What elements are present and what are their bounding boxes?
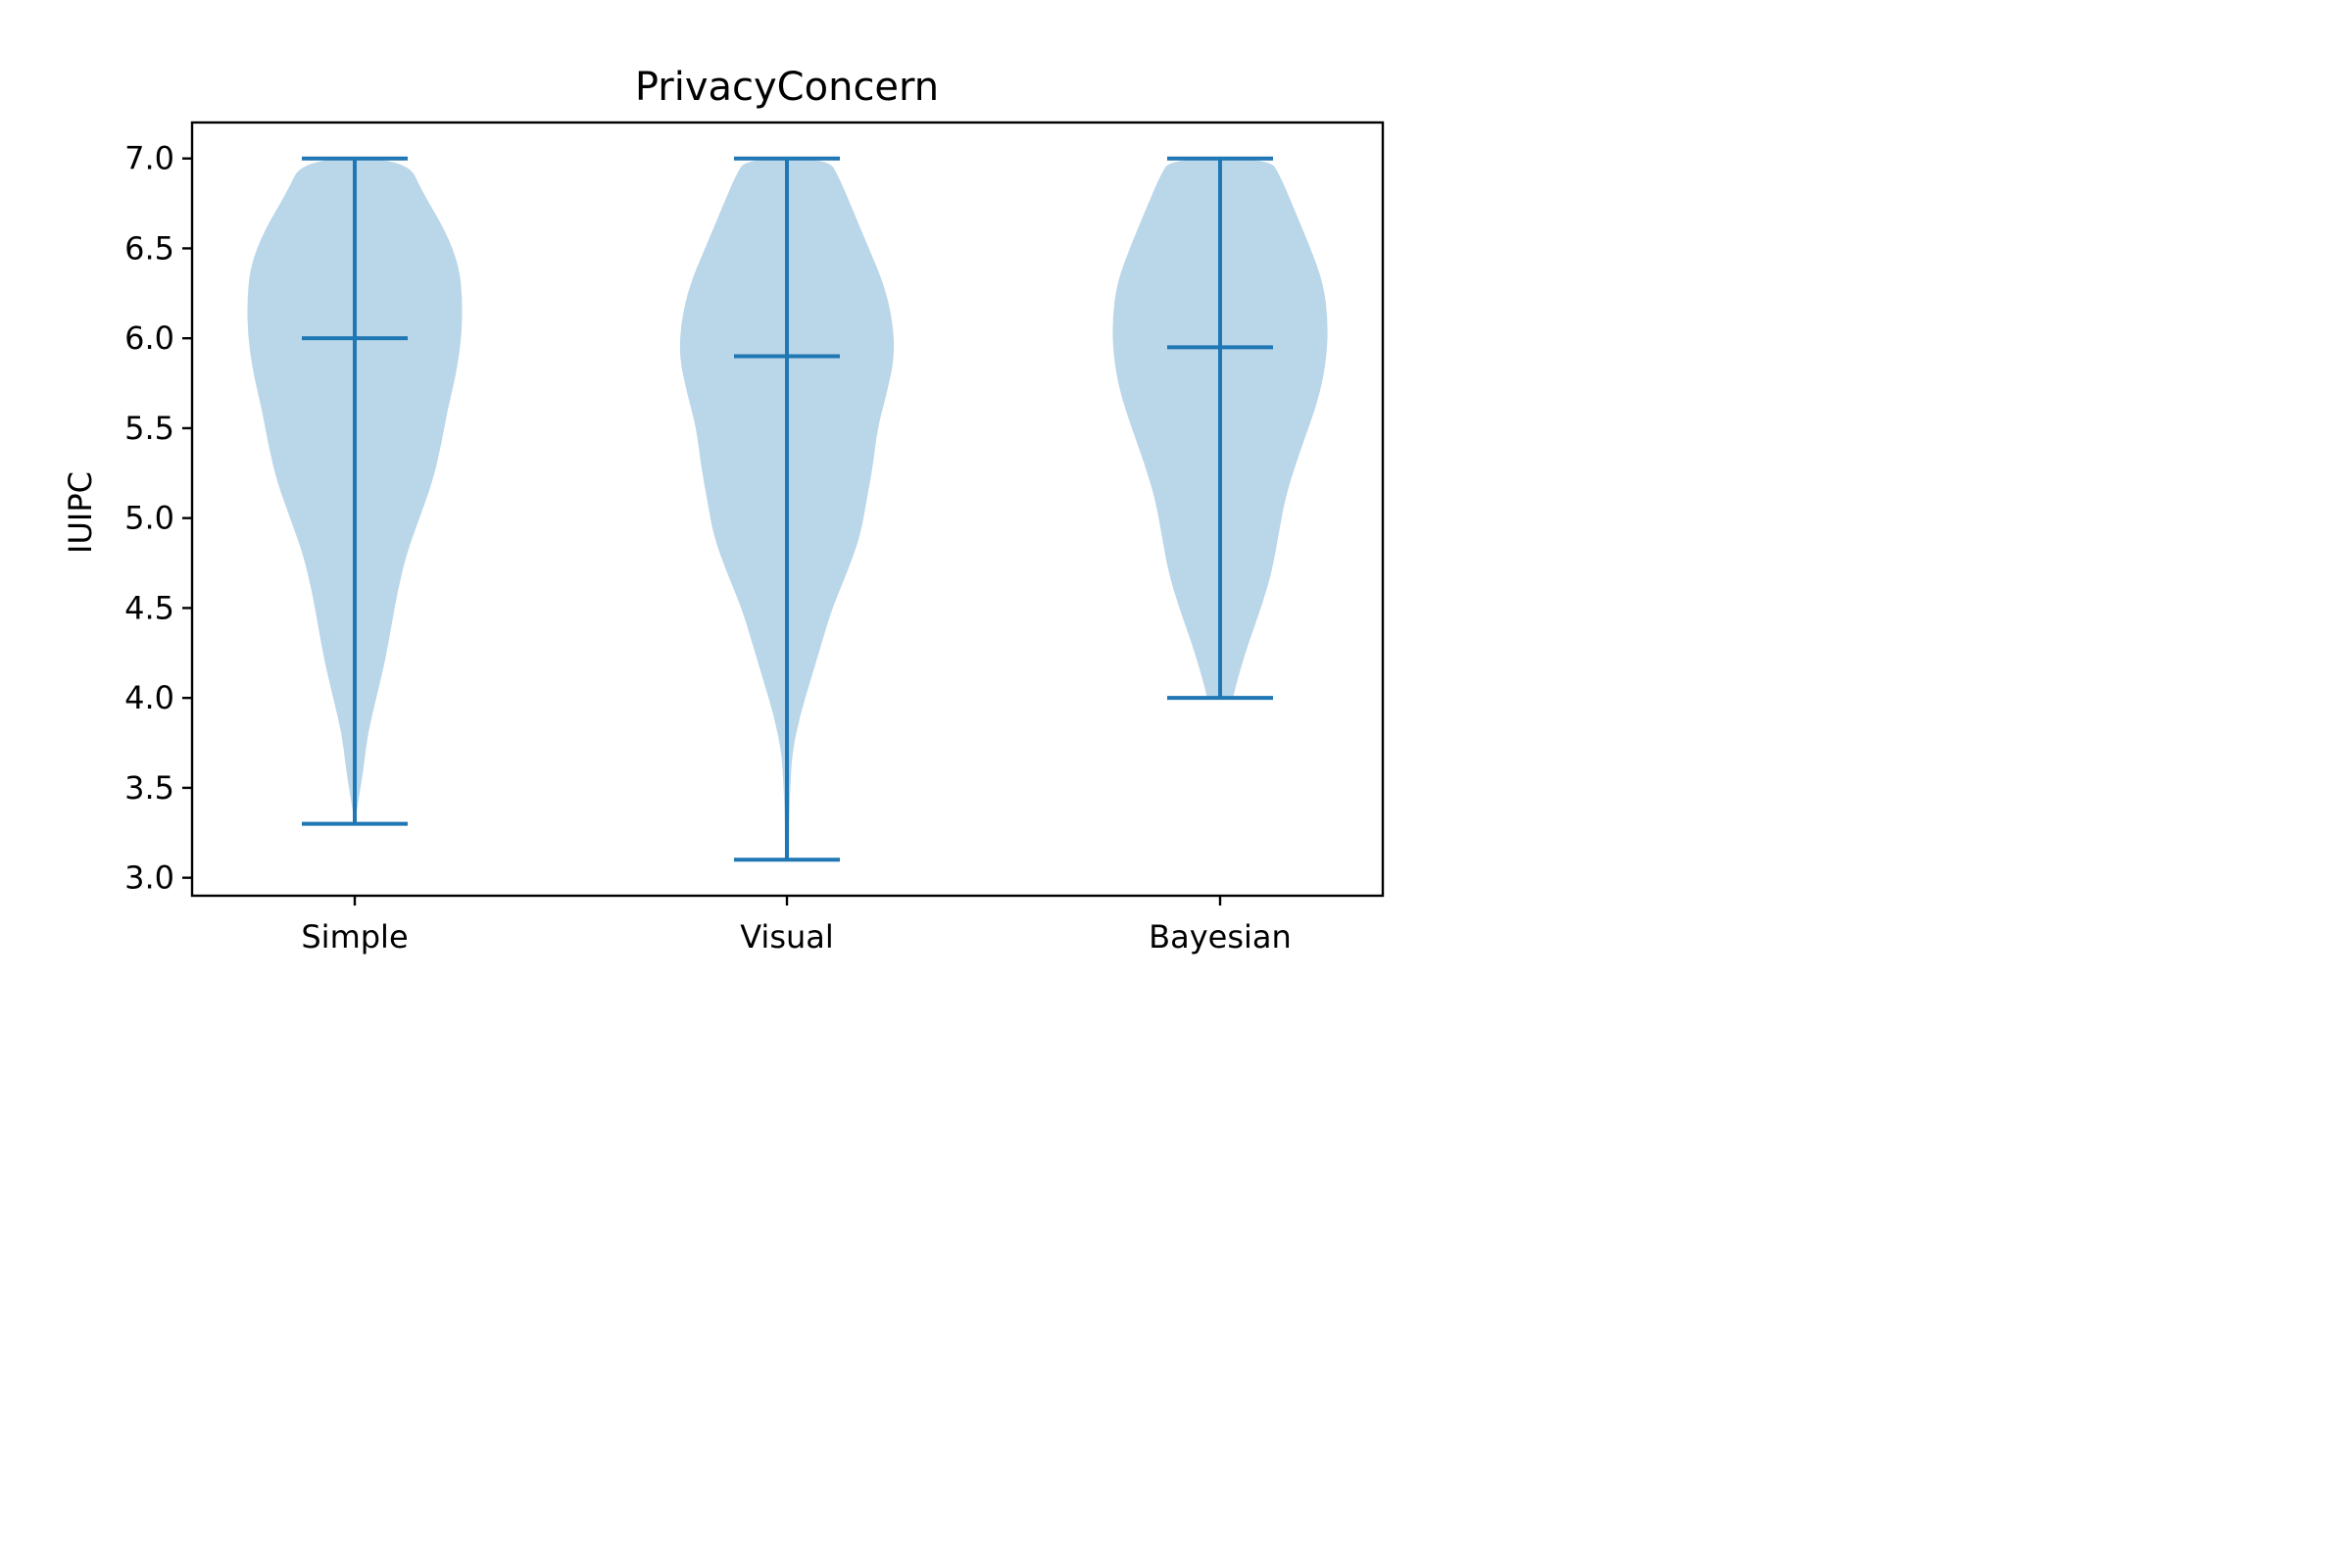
violin-visual [680,159,894,860]
violins-layer [247,159,1327,860]
x-tick-label: Simple [301,918,408,956]
chart-title: PrivacyConcern [635,65,939,110]
y-tick-label: 7.0 [124,140,174,177]
y-tick-label: 4.5 [124,589,174,626]
y-tick-label: 4.0 [124,679,174,716]
violin-simple [247,159,462,824]
x-tick-label: Bayesian [1149,918,1292,956]
x-tick-label: Visual [740,918,834,956]
y-tick-label: 5.5 [124,410,174,447]
y-tick-label: 6.0 [124,319,174,357]
violin-bayesian [1112,159,1327,699]
violin-chart: PrivacyConcern IUIPC 3.0 3.5 4.0 4.5 5.0 5.5 6… [0,0,1529,1019]
y-axis-label: IUIPC [62,471,99,554]
y-tick-label: 5.0 [124,500,174,537]
y-tick-label: 3.0 [124,859,174,897]
y-tick-label: 6.5 [124,229,174,267]
y-tick-label: 3.5 [124,769,174,807]
